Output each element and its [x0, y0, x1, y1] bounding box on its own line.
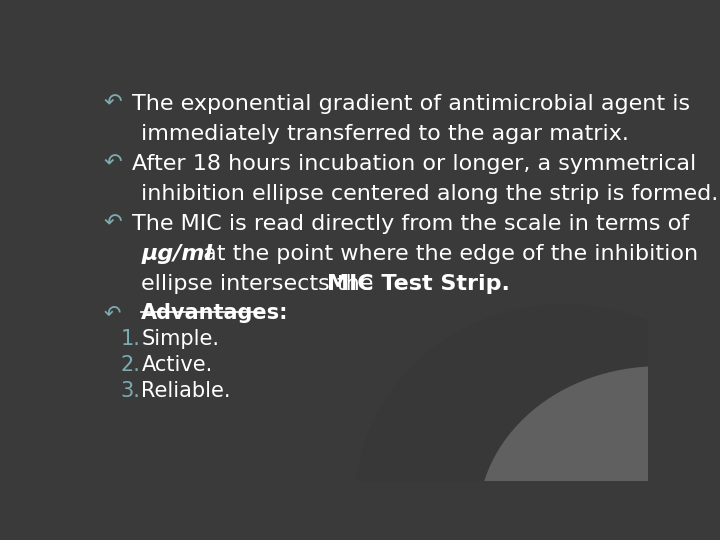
Text: 3.: 3. — [121, 381, 140, 401]
Text: 2.: 2. — [121, 355, 140, 375]
Text: After 18 hours incubation or longer, a symmetrical: After 18 hours incubation or longer, a s… — [132, 154, 696, 174]
Text: ↶: ↶ — [104, 154, 122, 174]
Ellipse shape — [478, 366, 720, 540]
Text: immediately transferred to the agar matrix.: immediately transferred to the agar matr… — [141, 124, 629, 144]
Text: μg/ml: μg/ml — [141, 244, 212, 264]
Text: ellipse intersects the: ellipse intersects the — [141, 274, 381, 294]
Ellipse shape — [355, 304, 720, 540]
Text: 1.: 1. — [121, 329, 140, 349]
Text: inhibition ellipse centered along the strip is formed.: inhibition ellipse centered along the st… — [141, 184, 719, 204]
Text: at the point where the edge of the inhibition: at the point where the edge of the inhib… — [197, 244, 698, 264]
Text: Advantages:: Advantages: — [141, 303, 289, 323]
Text: Simple.: Simple. — [141, 329, 220, 349]
Text: Active.: Active. — [141, 355, 212, 375]
Text: ↶: ↶ — [104, 94, 122, 114]
Text: The exponential gradient of antimicrobial agent is: The exponential gradient of antimicrobia… — [132, 94, 690, 114]
Text: ↶: ↶ — [104, 214, 122, 234]
Text: The MIC is read directly from the scale in terms of: The MIC is read directly from the scale … — [132, 214, 689, 234]
Text: ↶: ↶ — [104, 303, 122, 323]
Text: MIC Test Strip.: MIC Test Strip. — [327, 274, 510, 294]
Text: Reliable.: Reliable. — [141, 381, 231, 401]
